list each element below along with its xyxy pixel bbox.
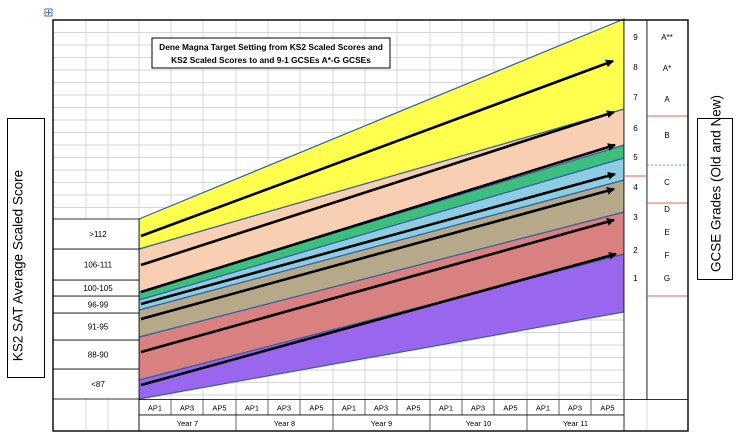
- new-grade-label: 8: [633, 63, 638, 72]
- select-all-corner-icon[interactable]: [44, 8, 53, 17]
- progress-arrow: [140, 143, 616, 294]
- old-grade-column: [646, 19, 689, 400]
- old-grade-label: A: [664, 95, 670, 104]
- progress-arrow: [140, 110, 615, 267]
- ap-label: AP5: [503, 404, 517, 413]
- old-grade-label: A*: [663, 64, 671, 73]
- year-label: Year 8: [274, 419, 295, 428]
- old-grade-label: F: [665, 251, 670, 260]
- ks2-band-label: <87: [91, 380, 105, 389]
- ap-label: AP5: [212, 404, 226, 413]
- new-grade-label: 1: [633, 274, 638, 283]
- old-grade-label: A**: [661, 33, 673, 42]
- new-grade-label: 2: [633, 246, 638, 255]
- year-label: Year 7: [177, 419, 198, 428]
- title-line-2: KS2 Scaled Scores to and 9-1 GCSEs A*-G …: [171, 55, 371, 65]
- ap-label: AP5: [406, 404, 420, 413]
- year-label: Year 9: [371, 419, 392, 428]
- ap-label: AP3: [568, 404, 582, 413]
- left-axis-title: KS2 SAT Average Scaled Score: [10, 169, 26, 362]
- progress-arrow: [140, 218, 615, 354]
- ks2-band-label: 100-105: [83, 284, 113, 293]
- old-grade-label: C: [664, 178, 670, 187]
- progress-arrow: [140, 59, 614, 238]
- title-line-1: Dene Magna Target Setting from KS2 Scale…: [159, 42, 383, 52]
- ap-label: AP3: [374, 404, 388, 413]
- old-grade-label: B: [664, 131, 669, 140]
- grid-labels: <87 88-90 91-95 96-99 100-105 106-111 >112 1 2 3 4…: [52, 19, 689, 432]
- new-grade-label: 9: [633, 33, 638, 42]
- ks2-band-label: >112: [89, 230, 107, 239]
- ks2-band-label: 96-99: [88, 301, 109, 310]
- left-axis-title-box: [7, 118, 45, 378]
- progress-arrow: [140, 171, 616, 306]
- new-grade-label: 3: [633, 213, 638, 222]
- new-grade-label: 7: [633, 93, 638, 102]
- right-axis-title-box: [697, 118, 733, 280]
- ks2-band-cell: [52, 339, 140, 370]
- progress-arrow: [140, 252, 617, 387]
- ks2-band-cell: [52, 312, 140, 341]
- ks2-band-cell: [52, 368, 140, 400]
- ap-label: AP3: [277, 404, 291, 413]
- year-label: Year 11: [563, 419, 588, 428]
- ks2-band-label: 88-90: [88, 351, 109, 360]
- ap-label: AP3: [471, 404, 485, 413]
- new-grade-label: 4: [633, 183, 638, 192]
- ap-label: AP1: [245, 404, 259, 413]
- new-grade-column: [623, 19, 648, 400]
- ap-label: AP3: [180, 404, 194, 413]
- year-label: Year 10: [466, 419, 492, 428]
- ap-label: AP1: [536, 404, 550, 413]
- new-grade-label: 6: [633, 124, 638, 133]
- title-box: [151, 37, 391, 69]
- progress-arrows: [140, 59, 617, 387]
- ap-label: AP5: [309, 404, 323, 413]
- old-grade-label: E: [664, 228, 669, 237]
- old-grade-label: G: [664, 274, 670, 283]
- old-grade-label: D: [664, 205, 670, 214]
- progress-arrow: [140, 186, 615, 321]
- ap-label: AP1: [342, 404, 356, 413]
- ap-label: AP1: [439, 404, 453, 413]
- ap-label: AP5: [600, 404, 614, 413]
- outer-border: [52, 19, 689, 432]
- right-axis-title: GCSE Grades (Old and New): [708, 94, 724, 273]
- ks2-band-label: 91-95: [88, 323, 109, 332]
- ap-label: AP1: [148, 404, 162, 413]
- ks2-band-label: 106-111: [84, 261, 113, 270]
- ks2-band-cell: [52, 248, 140, 281]
- new-grade-label: 5: [633, 153, 638, 162]
